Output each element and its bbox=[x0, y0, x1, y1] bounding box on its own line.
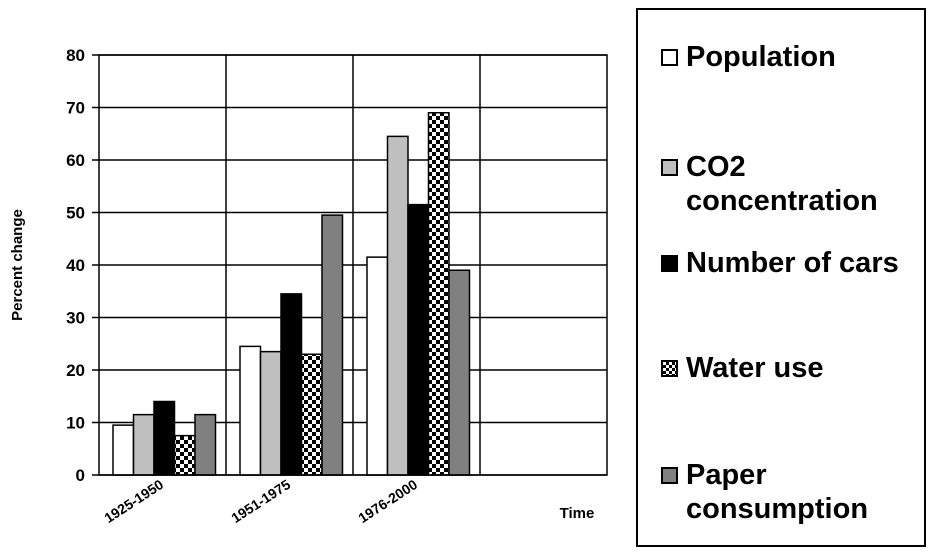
plot-frame bbox=[92, 54, 608, 476]
legend-label-cars: Number of cars bbox=[686, 247, 899, 279]
bar-number-of-cars-3 bbox=[407, 203, 430, 476]
legend-swatch-cars bbox=[661, 255, 678, 272]
bars-group bbox=[112, 112, 471, 476]
bar-water-use-1 bbox=[173, 434, 196, 476]
legend-label-paper: Paper consumption bbox=[686, 459, 869, 525]
y-tick-label: 70 bbox=[66, 99, 85, 118]
bar-water-use-2 bbox=[300, 353, 323, 476]
x-category-label: 1951-1975 bbox=[228, 476, 293, 526]
legend-label-water: Water use bbox=[686, 352, 824, 384]
bar-number-of-cars-2 bbox=[280, 293, 303, 476]
bar-paper-consumption-3 bbox=[448, 269, 471, 476]
bar-number-of-cars-1 bbox=[153, 400, 176, 476]
bar-population-3 bbox=[366, 256, 389, 476]
bar-paper-consumption-2 bbox=[321, 214, 344, 476]
y-tick-label: 50 bbox=[66, 204, 85, 223]
bar-water-use-3 bbox=[427, 112, 450, 476]
legend-swatch-population bbox=[661, 49, 678, 66]
bar-population-2 bbox=[239, 345, 262, 476]
y-tick-label: 20 bbox=[66, 361, 85, 380]
chart-legend: Population CO2 concentration Number of c… bbox=[636, 8, 926, 547]
y-axis-label: Percent change bbox=[9, 209, 26, 321]
y-tick-label: 30 bbox=[66, 309, 85, 328]
y-tick-label: 10 bbox=[66, 414, 85, 433]
y-tick-label: 80 bbox=[66, 46, 85, 65]
x-axis-label: Time bbox=[560, 505, 595, 522]
legend-swatch-paper bbox=[661, 467, 678, 484]
y-axis-ticks: 0 10 20 30 40 50 60 70 80 bbox=[66, 46, 85, 485]
legend-swatch-co2 bbox=[661, 159, 678, 176]
x-category-label: 1976-2000 bbox=[355, 476, 420, 526]
bar-co2-concentration-1 bbox=[132, 413, 155, 476]
bar-population-1 bbox=[112, 424, 135, 476]
y-tick-label: 40 bbox=[66, 256, 85, 275]
x-axis-categories: 1925-1950 1951-1975 1976-2000 bbox=[101, 476, 420, 526]
x-category-label: 1925-1950 bbox=[101, 476, 166, 526]
legend-label-co2: CO2 concentration bbox=[686, 151, 878, 217]
y-tick-label: 0 bbox=[76, 466, 85, 485]
bar-co2-concentration-2 bbox=[259, 350, 282, 476]
y-tick-label: 60 bbox=[66, 151, 85, 170]
legend-label-population: Population bbox=[686, 41, 836, 73]
legend-swatch-water bbox=[661, 360, 678, 377]
bar-co2-concentration-3 bbox=[386, 135, 409, 476]
bar-paper-consumption-1 bbox=[194, 413, 217, 476]
